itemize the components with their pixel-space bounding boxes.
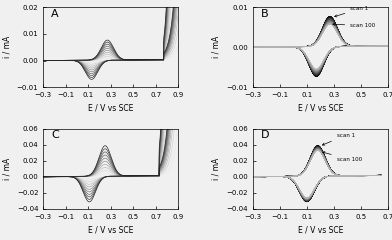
Text: scan 1: scan 1 [322, 133, 355, 145]
X-axis label: E / V vs SCE: E / V vs SCE [88, 104, 133, 113]
Text: scan 1: scan 1 [335, 6, 368, 17]
Y-axis label: i / mA: i / mA [2, 36, 11, 58]
X-axis label: E / V vs SCE: E / V vs SCE [88, 225, 133, 234]
X-axis label: E / V vs SCE: E / V vs SCE [298, 225, 343, 234]
Text: B: B [261, 9, 269, 19]
Text: D: D [261, 130, 269, 140]
Text: C: C [51, 130, 59, 140]
X-axis label: E / V vs SCE: E / V vs SCE [298, 104, 343, 113]
Y-axis label: i / mA: i / mA [212, 36, 221, 58]
Text: scan 100: scan 100 [323, 152, 362, 162]
Text: A: A [51, 9, 59, 19]
Y-axis label: i / mA: i / mA [212, 158, 221, 180]
Text: scan 100: scan 100 [333, 23, 375, 28]
Y-axis label: i / mA: i / mA [2, 158, 11, 180]
